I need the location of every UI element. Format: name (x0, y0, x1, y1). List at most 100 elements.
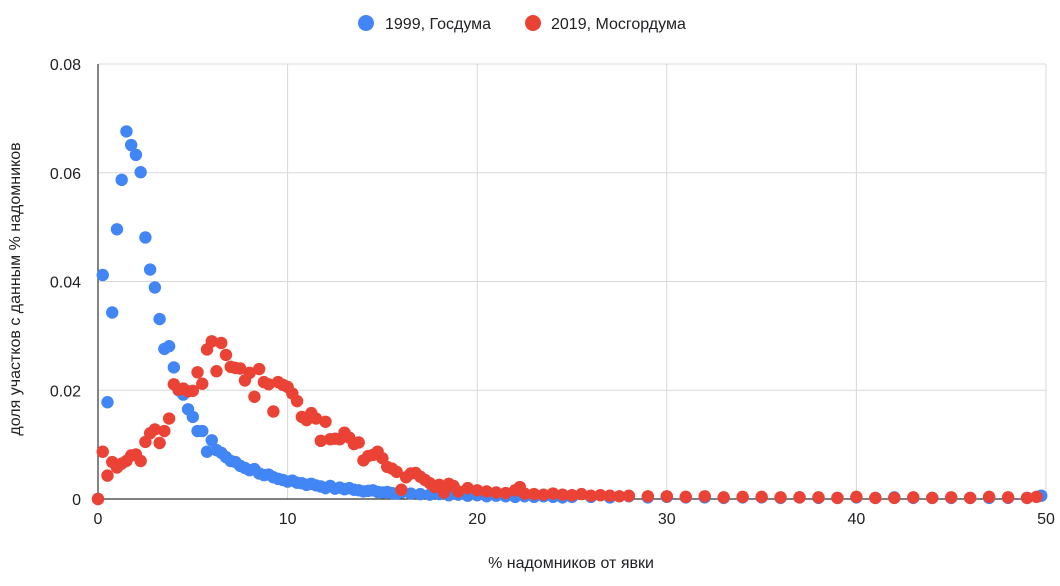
legend-marker-2019 (525, 15, 541, 31)
data-point-1999 (115, 173, 128, 187)
data-point-2019 (219, 348, 233, 362)
data-point-1999 (200, 445, 214, 458)
data-point-2019 (489, 486, 503, 499)
data-point-2019 (186, 384, 199, 397)
legend: 1999, Госдума 2019, Мосгордума (358, 15, 686, 33)
data-point-2019 (390, 465, 403, 479)
data-point-2019 (148, 423, 162, 436)
y-tick-label: 0.04 (50, 275, 81, 292)
data-point-2019 (1020, 491, 1034, 505)
data-point-2019 (262, 378, 275, 391)
data-point-1999 (153, 312, 166, 326)
data-point-1999 (148, 281, 162, 294)
data-point-2019 (471, 484, 484, 497)
data-point-2019 (352, 436, 365, 449)
data-point-2019 (622, 489, 636, 502)
data-point-2019 (191, 366, 204, 379)
data-point-2019 (537, 488, 550, 501)
data-point-2019 (613, 490, 626, 503)
data-point-1999 (196, 424, 209, 438)
data-point-2019 (698, 490, 711, 503)
data-point-2019 (1001, 491, 1015, 504)
data-point-2019 (963, 491, 977, 505)
data-point-2019 (679, 490, 692, 504)
data-point-2019 (452, 485, 465, 498)
data-point-2019 (755, 490, 768, 504)
data-point-2019 (594, 488, 607, 502)
x-tick-label: 40 (848, 511, 866, 528)
data-point-2019 (717, 491, 730, 504)
data-point-2019 (888, 491, 901, 505)
data-point-2019 (162, 412, 176, 425)
data-point-2019 (395, 483, 408, 496)
data-point-2019 (134, 454, 147, 468)
data-point-1999 (404, 487, 418, 500)
data-point-2019 (461, 481, 474, 495)
data-point-2019 (252, 362, 266, 376)
data-point-1999 (205, 434, 218, 447)
data-point-1999 (139, 231, 152, 244)
data-point-2019 (518, 487, 531, 500)
data-point-2019 (1030, 490, 1043, 504)
data-point-2019 (243, 366, 256, 380)
grid-layer (98, 63, 1047, 499)
data-point-1999 (167, 361, 181, 374)
data-point-2019 (215, 336, 228, 350)
data-point-2019 (982, 490, 996, 504)
x-tick-label: 50 (1037, 511, 1055, 528)
data-point-2019 (153, 436, 166, 450)
data-point-2019 (869, 491, 882, 505)
data-point-2019 (945, 491, 958, 504)
data-point-1999 (120, 125, 133, 138)
data-point-2019 (527, 487, 541, 501)
x-tick-label: 0 (94, 511, 103, 528)
data-point-1999 (143, 263, 157, 276)
legend-label-2019: 2019, Мосгордума (551, 16, 686, 33)
axis-layer: 0 0.02 0.04 0.06 0.08 0 10 20 30 40 50 (50, 57, 1055, 528)
x-tick-label: 20 (468, 511, 486, 528)
data-point-2019 (565, 488, 579, 502)
data-point-2019 (641, 490, 655, 503)
points-layer (91, 125, 1048, 506)
data-point-2019 (480, 485, 493, 498)
x-tick-label: 30 (658, 511, 676, 528)
data-point-2019 (850, 490, 863, 504)
data-point-2019 (584, 489, 598, 502)
data-point-2019 (660, 490, 673, 503)
data-point-2019 (831, 491, 844, 505)
data-point-1999 (134, 166, 147, 179)
data-point-2019 (793, 491, 806, 504)
y-tick-label: 0.02 (50, 383, 81, 400)
x-tick-label: 10 (279, 511, 297, 528)
data-point-1999 (101, 396, 114, 409)
data-point-2019 (196, 377, 209, 390)
data-point-2019 (101, 469, 114, 482)
data-point-2019 (556, 488, 569, 501)
data-point-2019 (499, 486, 512, 500)
data-point-2019 (812, 491, 825, 504)
data-point-2019 (248, 390, 261, 403)
data-point-1999 (96, 268, 109, 282)
data-point-2019 (319, 415, 332, 428)
data-point-2019 (907, 491, 920, 504)
data-point-2019 (546, 487, 560, 500)
data-point-1999 (124, 138, 138, 152)
y-tick-label: 0.06 (50, 166, 81, 183)
data-point-2019 (96, 445, 109, 458)
data-point-2019 (91, 492, 105, 506)
legend-label-1999: 1999, Госдума (385, 16, 491, 33)
data-point-2019 (603, 489, 617, 502)
y-tick-label: 0 (72, 492, 81, 509)
x-axis-label: % надомников от явки (488, 555, 654, 572)
data-point-2019 (205, 335, 218, 348)
legend-marker-1999 (358, 15, 374, 31)
data-point-2019 (309, 412, 323, 425)
data-point-1999 (110, 223, 124, 236)
data-point-1999 (106, 306, 119, 319)
data-point-2019 (210, 365, 223, 378)
data-point-2019 (267, 405, 280, 418)
y-tick-label: 0.08 (50, 57, 81, 74)
data-point-1999 (414, 487, 427, 501)
